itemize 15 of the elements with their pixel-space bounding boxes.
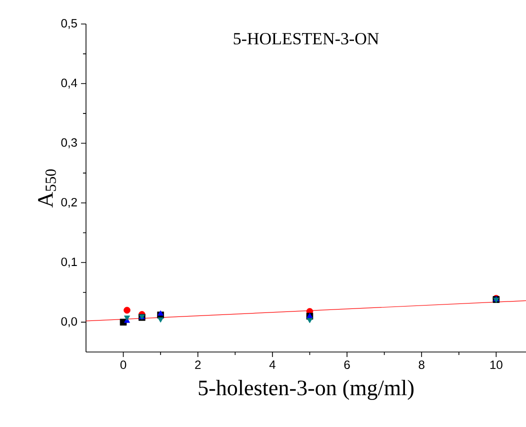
y-tick-label: 0,5 [61, 19, 77, 29]
chart-title: 5-HOLESTEN-3-ON [234, 33, 379, 44]
x-tick-label: 10 [490, 360, 502, 370]
y-tick-label: 0,4 [61, 78, 78, 89]
x-tick-label: 2 [195, 360, 201, 369]
x-tick-label: 8 [418, 360, 424, 370]
x-tick-label: 0 [120, 360, 126, 370]
y-tick-label: 0,0 [61, 317, 78, 328]
y-tick-label: 0,3 [61, 138, 77, 148]
y-tick-label: 0,1 [61, 258, 77, 268]
y-tick-label: 0,2 [61, 198, 77, 208]
x-tick-label: 6 [344, 360, 350, 370]
x-tick-label: 4 [269, 360, 276, 369]
y-axis-title: A$_{550}$ [38, 169, 56, 208]
x-axis-title: 5-holesten-3-on (mg/ml) [198, 380, 414, 400]
